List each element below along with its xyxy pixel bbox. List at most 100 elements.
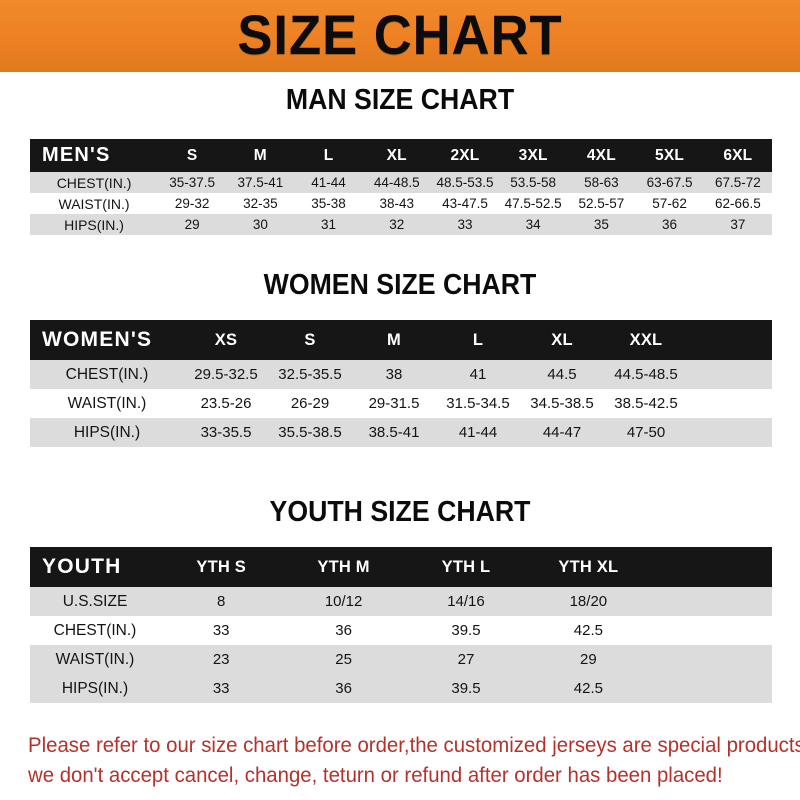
youth-header-label: YOUTH	[42, 555, 122, 578]
men-hips-6: 35	[593, 217, 609, 232]
women-chest-2: 38	[385, 366, 403, 383]
men-hips-8: 37	[730, 217, 746, 232]
men-hips-4: 33	[457, 217, 473, 232]
men-waist-8: 62-66.5	[714, 196, 761, 211]
men-size-table: MEN'S S M L XL 2XL 3XL 4XL 5XL 6XL CHEST…	[30, 139, 772, 235]
women-row-label-chest: CHEST(IN.)	[65, 365, 149, 383]
table-row: HIPS(IN.) 29 30 31 32 33 34 35 36 37	[30, 214, 772, 235]
men-size-col-0: S	[186, 146, 198, 164]
youth-chest-2: 39.5	[451, 622, 481, 639]
men-chest-0: 35-37.5	[169, 175, 216, 190]
men-size-col-4: 2XL	[450, 146, 480, 164]
youth-hips-0: 33	[212, 680, 230, 697]
women-waist-5: 38.5-42.5	[614, 395, 678, 412]
women-size-col-4: XL	[551, 330, 573, 349]
men-size-col-1: M	[253, 146, 267, 164]
table-header-row: MEN'S S M L XL 2XL 3XL 4XL 5XL 6XL	[30, 139, 772, 172]
men-chest-4: 48.5-53.5	[436, 175, 494, 190]
men-waist-4: 43-47.5	[442, 196, 488, 211]
men-hips-1: 30	[252, 217, 268, 232]
men-waist-7: 57-62	[652, 196, 687, 211]
men-hips-7: 36	[662, 217, 678, 232]
men-row-label-chest: CHEST(IN.)	[56, 174, 132, 191]
women-size-table: WOMEN'S XS S M L XL XXL CHEST(IN.) 29.5-…	[30, 320, 772, 447]
women-size-col-3: L	[472, 330, 484, 349]
women-hips-6	[688, 418, 772, 447]
men-waist-3: 38-43	[379, 196, 415, 211]
women-row-label-waist: WAIST(IN.)	[67, 394, 147, 412]
youth-hips-1: 36	[335, 680, 352, 697]
men-header-label: MEN'S	[42, 144, 111, 166]
table-header-row: WOMEN'S XS S M L XL XXL	[30, 320, 772, 360]
youth-hips-4	[650, 674, 772, 703]
table-row: WAIST(IN.) 23 25 27 29	[30, 645, 772, 674]
women-size-col-2: M	[387, 330, 401, 349]
women-header-label: WOMEN'S	[42, 328, 153, 351]
women-size-col-0: XS	[214, 330, 238, 349]
men-hips-0: 29	[184, 217, 200, 232]
youth-row-label-waist: WAIST(IN.)	[55, 650, 135, 668]
youth-row-label-chest: CHEST(IN.)	[53, 621, 137, 639]
men-size-col-7: 5XL	[655, 146, 685, 164]
women-waist-4: 34.5-38.5	[530, 395, 594, 412]
table-row: WAIST(IN.) 23.5-26 26-29 29-31.5 31.5-34…	[30, 389, 772, 418]
youth-hips-2: 39.5	[451, 680, 481, 697]
men-hips-3: 32	[389, 217, 405, 232]
table-row: U.S.SIZE 8 10/12 14/16 18/20	[30, 587, 772, 616]
youth-size-col-1: YTH M	[317, 557, 370, 576]
table-row: CHEST(IN.) 29.5-32.5 32.5-35.5 38 41 44.…	[30, 360, 772, 389]
women-size-col-5: XXL	[629, 330, 663, 349]
youth-chest-4	[650, 616, 772, 645]
women-hips-2: 38.5-41	[368, 424, 420, 441]
women-waist-6	[688, 389, 772, 418]
women-chest-1: 32.5-35.5	[278, 366, 342, 383]
men-waist-1: 32-35	[243, 196, 278, 211]
table-row: HIPS(IN.) 33 36 39.5 42.5	[30, 674, 772, 703]
youth-ussize-4	[650, 587, 772, 616]
men-size-col-6: 4XL	[586, 146, 616, 164]
women-chest-6	[688, 360, 772, 389]
youth-row-label-hips: HIPS(IN.)	[61, 679, 129, 697]
men-size-col-3: XL	[386, 146, 407, 164]
women-chest-3: 41	[469, 366, 487, 383]
youth-waist-0: 23	[212, 651, 230, 668]
men-waist-0: 29-32	[174, 196, 210, 211]
women-hips-5: 47-50	[626, 424, 666, 441]
men-row-label-hips: HIPS(IN.)	[64, 216, 124, 233]
youth-row-label-ussize: U.S.SIZE	[62, 592, 128, 610]
women-hips-4: 44-47	[542, 424, 582, 441]
footer-disclaimer-line-1: Please refer to our size chart before or…	[28, 734, 800, 757]
men-hips-2: 31	[321, 217, 337, 232]
youth-ussize-1: 10/12	[324, 593, 363, 610]
table-row: HIPS(IN.) 33-35.5 35.5-38.5 38.5-41 41-4…	[30, 418, 772, 447]
youth-size-col-3: YTH XL	[558, 557, 619, 576]
section-title-women: WOMEN SIZE CHART	[263, 269, 537, 301]
section-title-youth: YOUTH SIZE CHART	[269, 496, 531, 528]
youth-chest-0: 33	[212, 622, 230, 639]
youth-size-table: YOUTH YTH S YTH M YTH L YTH XL U.S.SIZE …	[30, 547, 772, 703]
youth-waist-1: 25	[335, 651, 352, 668]
youth-waist-3: 29	[580, 651, 597, 668]
youth-waist-2: 27	[457, 651, 475, 668]
women-chest-0: 29.5-32.5	[194, 366, 258, 383]
table-row: WAIST(IN.) 29-32 32-35 35-38 38-43 43-47…	[30, 193, 772, 214]
women-hips-0: 33-35.5	[200, 424, 252, 441]
men-waist-2: 35-38	[311, 196, 346, 211]
women-waist-2: 29-31.5	[368, 395, 420, 412]
men-chest-2: 41-44	[311, 175, 346, 190]
youth-waist-4	[650, 645, 772, 674]
youth-ussize-0: 8	[217, 593, 226, 610]
men-size-col-5: 3XL	[518, 146, 548, 164]
youth-ussize-2: 14/16	[447, 593, 485, 610]
youth-size-col-2: YTH L	[441, 557, 491, 576]
men-waist-6: 52.5-57	[578, 196, 625, 211]
table-header-row: YOUTH YTH S YTH M YTH L YTH XL	[30, 547, 772, 587]
youth-hips-3: 42.5	[573, 680, 603, 697]
men-chest-1: 37.5-41	[237, 175, 284, 190]
page-banner: SIZE CHART	[0, 0, 800, 72]
table-row: CHEST(IN.) 35-37.5 37.5-41 41-44 44-48.5…	[30, 172, 772, 193]
men-row-label-waist: WAIST(IN.)	[58, 195, 130, 212]
men-chest-6: 58-63	[584, 175, 619, 190]
men-chest-5: 53.5-58	[510, 175, 557, 190]
women-row-label-hips: HIPS(IN.)	[73, 423, 141, 441]
